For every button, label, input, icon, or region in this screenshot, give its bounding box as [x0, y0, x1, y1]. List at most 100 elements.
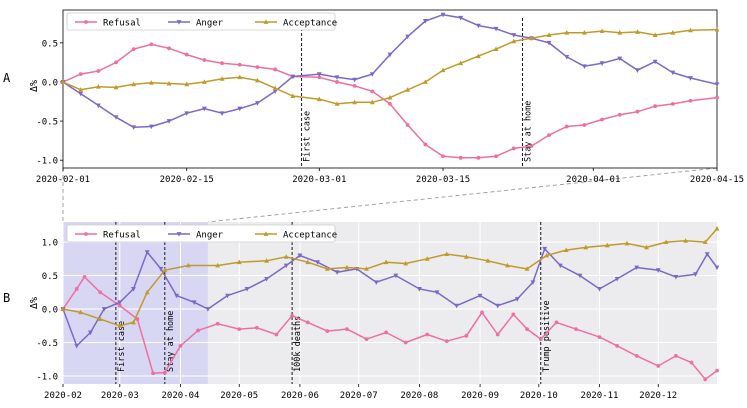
data-point-refusal [458, 155, 463, 160]
data-point-acceptance [184, 81, 190, 87]
data-point-acceptance [683, 238, 689, 243]
data-point-refusal [317, 75, 322, 80]
data-point-anger [101, 307, 107, 312]
data-point-acceptance [237, 74, 243, 80]
x-tick-label: 2020-04 [162, 391, 200, 401]
legend-entry: Acceptance [283, 231, 337, 241]
y-tick-label: -1.0 [36, 157, 58, 167]
data-point-acceptance [458, 60, 464, 66]
data-point-refusal [494, 154, 498, 159]
data-point-refusal [255, 65, 260, 69]
data-point-acceptance [344, 264, 350, 270]
data-point-anger [416, 287, 422, 292]
data-point-anger [493, 26, 499, 32]
y-tick-label: 0.5 [42, 39, 58, 49]
legend-box [66, 224, 336, 243]
legend-entry: Anger [196, 19, 224, 29]
data-point-anger [393, 273, 399, 279]
data-point-acceptance [117, 323, 123, 328]
data-point-acceptance [185, 262, 191, 268]
data-point-acceptance [485, 258, 491, 263]
panel-b-legend: Refusal Anger Acceptance [66, 224, 337, 243]
data-point-acceptance [148, 80, 154, 85]
data-point-refusal [196, 328, 201, 333]
data-point-refusal [237, 327, 242, 332]
data-point-anger [219, 111, 225, 116]
data-point-refusal [564, 124, 569, 129]
x-tick-label: 2020-04-01 [566, 175, 620, 185]
panel-b-y-axis-label: Δ% [29, 297, 40, 309]
data-point-anger [225, 293, 230, 299]
data-point-acceptance [97, 316, 103, 321]
data-point-anger [78, 91, 84, 97]
data-point-refusal [370, 89, 375, 94]
data-point-acceptance [544, 252, 550, 258]
data-point-anger [174, 293, 179, 299]
x-tick-label: 2020-02-01 [36, 175, 90, 185]
panel-a: A Δ% -1.0 -0.5 0.0 0.5 2020-02-01 2020-02-15… [3, 9, 744, 185]
data-point-refusal [634, 353, 639, 358]
data-point-anger [458, 15, 464, 21]
data-point-refusal [114, 60, 118, 65]
data-point-acceptance [624, 240, 630, 246]
x-tick-label: 2020-04-15 [690, 175, 744, 185]
legend-swatch-marker [176, 20, 182, 25]
event-marker-label: 100k deaths [293, 316, 303, 372]
data-point-acceptance [202, 79, 207, 84]
panel-a-legend: Refusal Anger Acceptance [66, 12, 337, 31]
data-point-acceptance [493, 46, 499, 52]
data-point-acceptance [131, 81, 137, 87]
data-point-anger [577, 273, 583, 279]
data-point-refusal [167, 46, 171, 51]
event-marker-label: First case [303, 111, 313, 162]
data-point-anger [297, 253, 303, 259]
data-point-refusal [511, 312, 516, 317]
data-point-acceptance [714, 26, 720, 32]
data-point-refusal [273, 67, 278, 72]
data-point-acceptance [264, 258, 270, 263]
panel-b-y-ticks: -1.0 -0.5 0.0 0.5 1.0 [36, 239, 58, 383]
panel-a-annotations: First case Stay at home [301, 18, 534, 168]
data-point-acceptance [334, 101, 340, 106]
data-point-anger [255, 101, 260, 106]
data-point-refusal [254, 325, 259, 330]
legend-swatch-marker [263, 19, 269, 24]
data-point-anger [454, 303, 459, 309]
data-point-anger [117, 300, 123, 305]
data-point-refusal [688, 98, 693, 103]
panel-a-plot-area [62, 9, 718, 169]
data-point-anger [440, 12, 446, 18]
data-point-refusal [388, 101, 392, 106]
data-point-refusal [617, 112, 622, 117]
series-line-acceptance [62, 228, 718, 327]
panel-b: B Δ% -1.0-0.50.00.51.0 2020-02 2020-03 202… [3, 222, 720, 401]
data-point-acceptance [546, 32, 552, 37]
legend-box [66, 12, 336, 31]
data-point-refusal [178, 343, 183, 348]
data-point-refusal [476, 155, 481, 160]
data-point-acceptance [644, 244, 649, 250]
data-point-refusal [480, 310, 484, 315]
event-marker-label: Trump positive [542, 300, 552, 372]
data-point-acceptance [316, 96, 322, 102]
data-point-anger [131, 287, 136, 292]
data-point-refusal [670, 101, 675, 106]
data-point-acceptance [352, 99, 358, 105]
data-point-anger [597, 287, 602, 292]
legend-entry: Refusal [103, 19, 141, 29]
data-point-acceptance [364, 266, 369, 271]
data-point-anger [166, 119, 172, 124]
data-point-refusal [82, 274, 87, 279]
legend-swatch-marker [263, 231, 269, 236]
legend-swatch-marker [84, 232, 88, 236]
data-point-refusal [290, 313, 294, 318]
data-point-refusal [547, 133, 551, 138]
x-tick-label: 2020-03-15 [416, 175, 470, 185]
x-tick-label: 2020-12 [639, 391, 677, 401]
data-point-acceptance [369, 99, 375, 105]
data-point-refusal [582, 123, 587, 127]
data-point-anger [334, 270, 340, 275]
x-tick-label: 2020-05 [220, 391, 258, 401]
event-marker-label: Stay at home [166, 311, 176, 372]
